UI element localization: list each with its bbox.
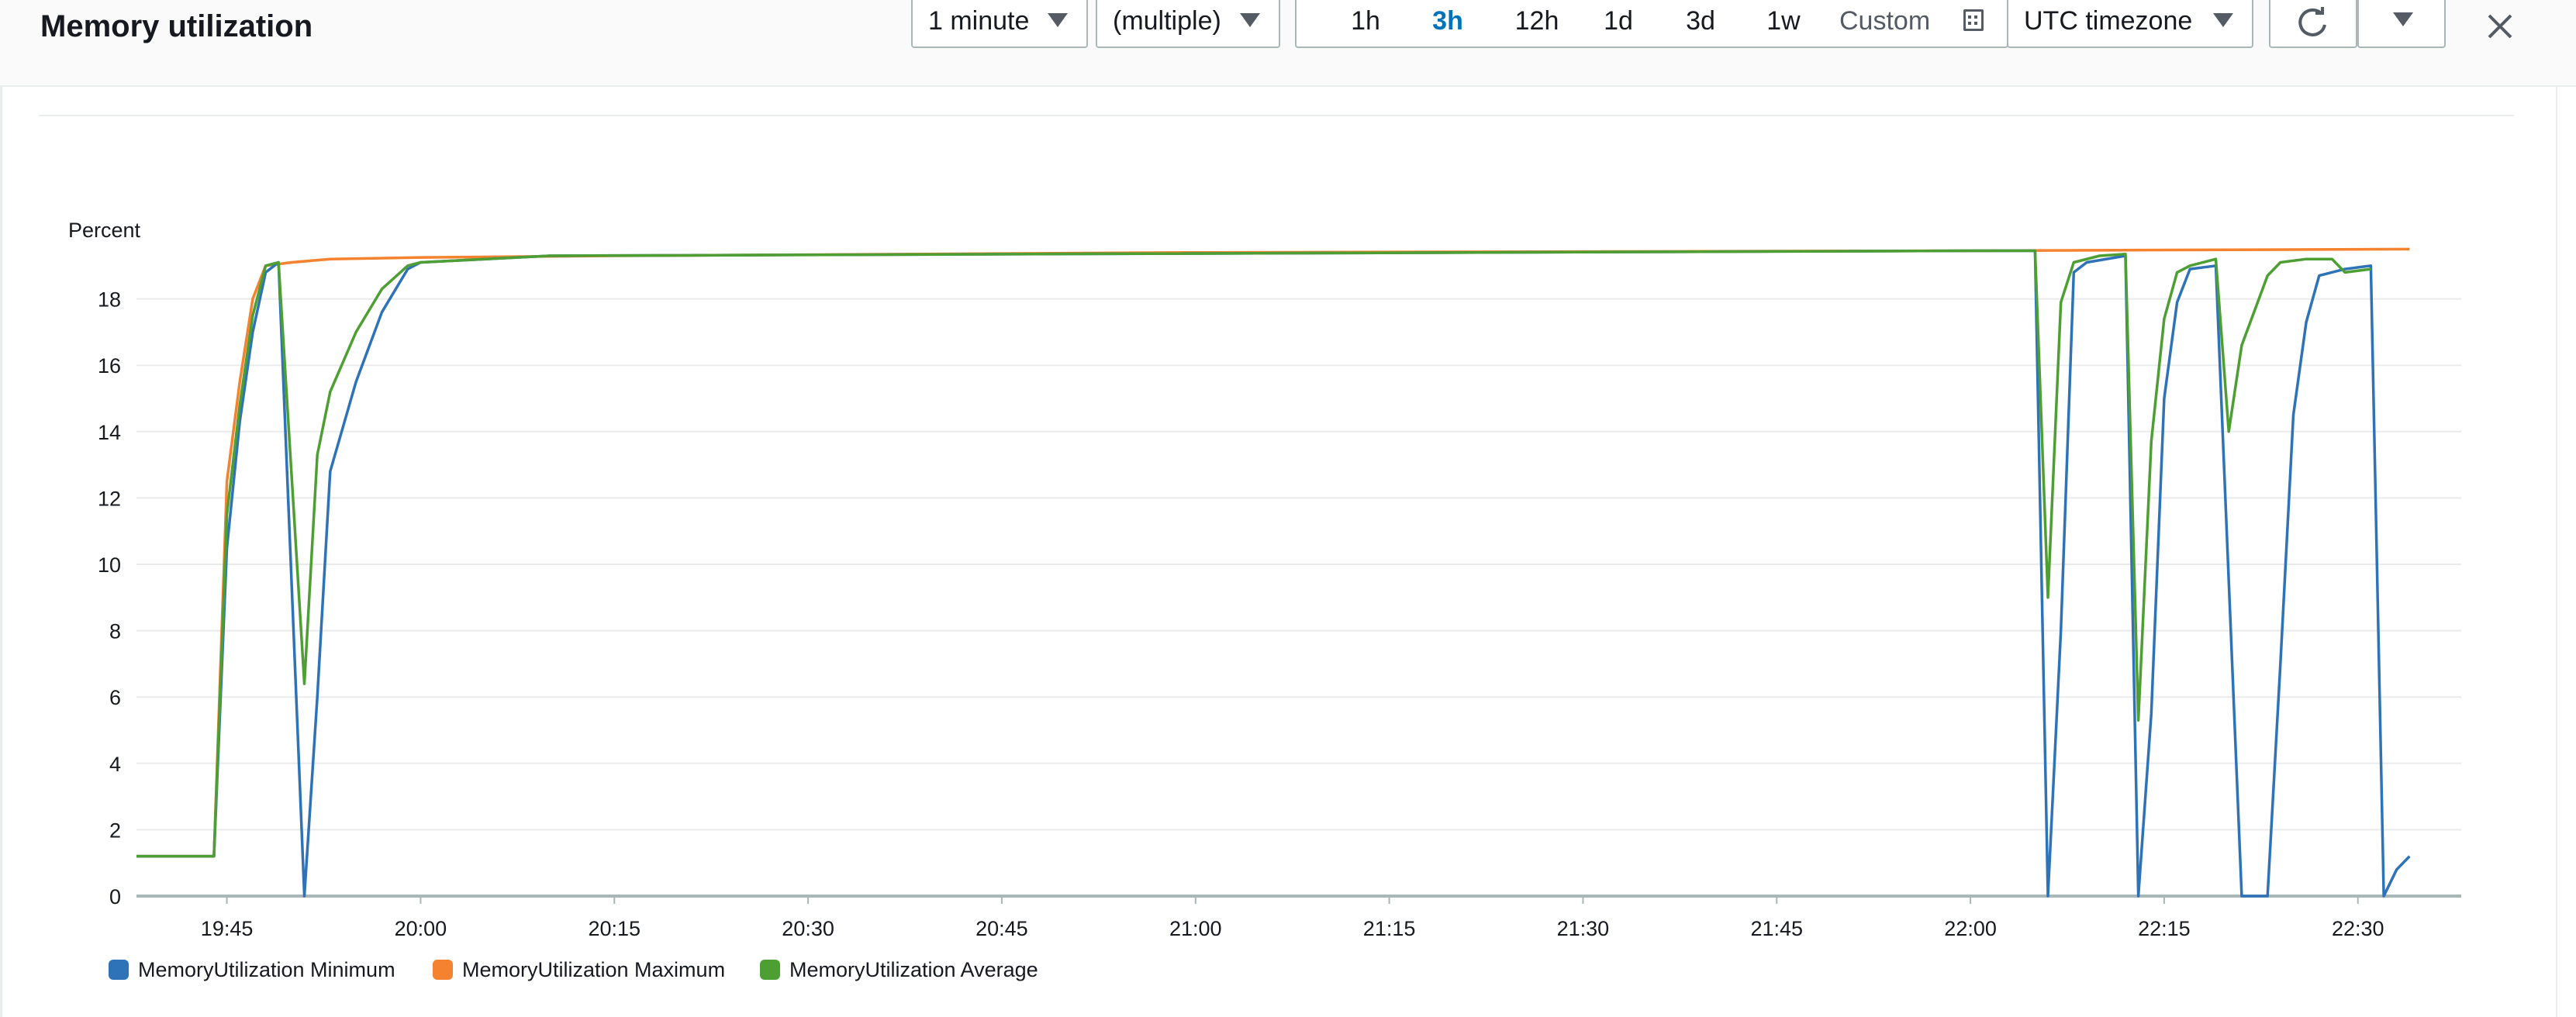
panel-right-border <box>2556 0 2557 1017</box>
legend-item[interactable]: MemoryUtilization Minimum <box>109 958 395 981</box>
y-tick-label: 8 <box>109 620 121 643</box>
legend-item[interactable]: MemoryUtilization Average <box>760 958 1038 981</box>
grid-lines <box>136 298 2461 898</box>
refresh-button[interactable] <box>2269 0 2357 48</box>
custom-range-button[interactable]: Custom <box>1839 0 1987 47</box>
close-icon[interactable] <box>2484 11 2516 42</box>
range-1h[interactable]: 1h <box>1351 6 1380 36</box>
x-tick-label: 20:30 <box>782 917 834 940</box>
x-tick-label: 22:15 <box>2138 917 2191 940</box>
series-line-2 <box>136 247 2410 858</box>
time-range-selector: 1h 3h 12h 1d 3d 1w Custom <box>1295 0 2008 48</box>
x-tick-label: 21:00 <box>1169 917 1222 940</box>
y-tick-label: 2 <box>109 819 121 842</box>
refresh-icon <box>2298 7 2326 36</box>
y-tick-label: 10 <box>98 553 121 577</box>
statistic-value: (multiple) <box>1113 5 1221 36</box>
x-tick-label: 21:30 <box>1557 917 1610 940</box>
y-tick-label: 0 <box>109 885 121 908</box>
range-12h[interactable]: 12h <box>1514 6 1559 36</box>
y-axis-ticks: 0 2 4 6 8 10 12 14 16 18 <box>98 288 121 908</box>
legend-item[interactable]: MemoryUtilization Maximum <box>433 958 725 981</box>
x-tick-label: 20:15 <box>588 917 641 940</box>
series-line-3 <box>136 249 2371 858</box>
series-lines <box>136 247 2411 898</box>
chart-legend: MemoryUtilization Minimum MemoryUtilizati… <box>109 958 1038 981</box>
timezone-value: UTC timezone <box>2024 5 2193 36</box>
period-dropdown[interactable]: 1 minute <box>911 0 1088 48</box>
x-tick-label: 21:15 <box>1363 917 1416 940</box>
y-tick-label: 6 <box>109 686 121 709</box>
x-tick-label: 22:30 <box>2332 917 2384 940</box>
legend-label: MemoryUtilization Average <box>789 958 1038 981</box>
x-axis-ticks: 19:45 20:00 20:15 20:30 20:45 21:00 21:15 21:30… <box>201 896 2384 940</box>
x-tick-label: 22:00 <box>1944 917 1997 940</box>
legend-label: MemoryUtilization Minimum <box>138 958 395 981</box>
timezone-dropdown[interactable]: UTC timezone <box>2007 0 2253 48</box>
x-tick-label: 20:45 <box>975 917 1028 940</box>
period-value: 1 minute <box>928 5 1030 36</box>
series-line-1 <box>136 249 2411 898</box>
legend-swatch <box>433 960 453 980</box>
legend-swatch <box>760 960 780 980</box>
y-axis-label: Percent <box>68 219 141 242</box>
x-tick-label: 20:00 <box>395 917 447 940</box>
x-tick-label: 21:45 <box>1750 917 1803 940</box>
legend-swatch <box>109 960 129 980</box>
chevron-down-icon <box>2393 12 2413 26</box>
chevron-down-icon <box>2213 13 2233 27</box>
widget-title: Memory utilization <box>40 9 313 43</box>
range-1d[interactable]: 1d <box>1604 6 1633 36</box>
y-tick-label: 4 <box>109 753 121 776</box>
section-divider <box>39 115 2514 116</box>
y-tick-label: 16 <box>98 354 121 377</box>
custom-label: Custom <box>1839 6 1931 36</box>
y-tick-label: 18 <box>98 288 121 312</box>
widget-header: Memory utilization 1 minute (multiple) 1… <box>0 0 2576 87</box>
range-3d[interactable]: 3d <box>1686 6 1715 36</box>
refresh-options-button[interactable] <box>2357 0 2446 48</box>
range-1w[interactable]: 1w <box>1766 6 1801 36</box>
chevron-down-icon <box>1048 13 1068 27</box>
legend-label: MemoryUtilization Maximum <box>462 958 725 981</box>
statistic-dropdown[interactable]: (multiple) <box>1096 0 1280 48</box>
panel-left-border <box>0 0 2 1017</box>
range-3h[interactable]: 3h <box>1432 6 1463 36</box>
chevron-down-icon <box>1240 13 1260 27</box>
x-tick-label: 19:45 <box>201 917 254 940</box>
y-tick-label: 14 <box>98 421 121 444</box>
y-tick-label: 12 <box>98 487 121 510</box>
calendar-icon <box>1963 9 1984 31</box>
